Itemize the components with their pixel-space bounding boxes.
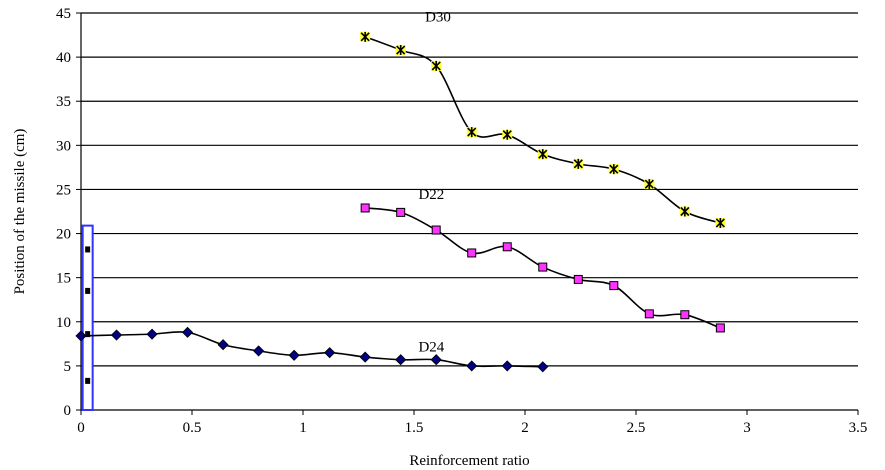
data-point [537,361,549,373]
x-tick-label: 3 [743,420,751,436]
data-point-star [396,45,406,56]
highlight-point [85,287,91,294]
data-point-star [573,158,583,169]
data-point [430,354,442,366]
y-tick-label: 45 [56,6,71,22]
axes [76,12,859,415]
data-point [253,345,265,357]
data-point-star [644,179,654,190]
x-tick-label: 2 [521,420,529,436]
data-point [359,351,371,363]
data-point [431,225,441,235]
data-point [467,248,477,258]
x-tick-label: 0 [77,420,85,436]
y-tick-label: 20 [56,227,71,243]
y-axis-title: Position of the missile (cm) [12,129,28,295]
highlight-bar [81,224,94,411]
y-tick-label: 15 [56,271,71,287]
data-point-star [360,31,370,42]
series-label: D24 [418,339,444,355]
y-tick-label: 30 [56,138,71,154]
x-tick-labels: 0 0.5 1 1.5 2 2.5 3 3.5 [77,420,867,436]
x-tick-label: 1 [299,420,307,436]
data-point [501,360,513,372]
x-tick-label: 2.5 [627,420,646,436]
data-point [110,329,123,341]
data-point [573,274,583,284]
data-point [644,309,654,319]
data-point [466,360,478,372]
data-point-star [467,127,477,138]
data-point [146,328,158,340]
data-point [181,326,194,338]
y-tick-labels: 0 5 10 15 20 25 30 35 40 45 [56,6,71,419]
highlight-point [85,377,91,384]
data-point [715,323,725,333]
highlight-point [85,331,91,338]
series-d24: D24 [75,326,549,373]
series-d30: D30 [360,10,726,228]
data-point [609,281,619,291]
data-point [396,207,406,217]
series-label: D30 [425,10,451,26]
data-point [502,242,512,252]
series-group: D30 D22 D24 [75,10,726,373]
highlight-point [85,246,91,253]
data-point [288,349,300,361]
gridlines [81,12,858,367]
y-tick-label: 0 [64,403,72,419]
data-point [75,330,87,342]
y-tick-label: 5 [64,359,72,375]
data-point [538,262,548,272]
series-label: D22 [418,187,444,203]
x-tick-label: 3.5 [849,420,868,436]
data-point-star [715,217,725,228]
x-tick-label: 0.5 [183,420,202,436]
data-point-star [609,164,619,175]
y-tick-label: 40 [56,50,71,66]
data-point [360,203,370,213]
data-point-star [680,206,690,217]
y-tick-label: 25 [56,182,71,198]
y-tick-label: 35 [56,94,71,110]
x-tick-label: 1.5 [405,420,424,436]
data-point-star [502,129,512,140]
data-point [217,339,229,351]
data-point-star [431,60,441,71]
y-tick-label: 10 [56,315,71,331]
series-d22: D22 [360,187,725,333]
x-axis-title: Reinforcement ratio [409,453,529,469]
data-point-star [538,149,548,160]
highlight-rect [81,224,94,411]
data-point [324,347,336,359]
data-point [680,310,690,320]
data-point [395,354,407,366]
